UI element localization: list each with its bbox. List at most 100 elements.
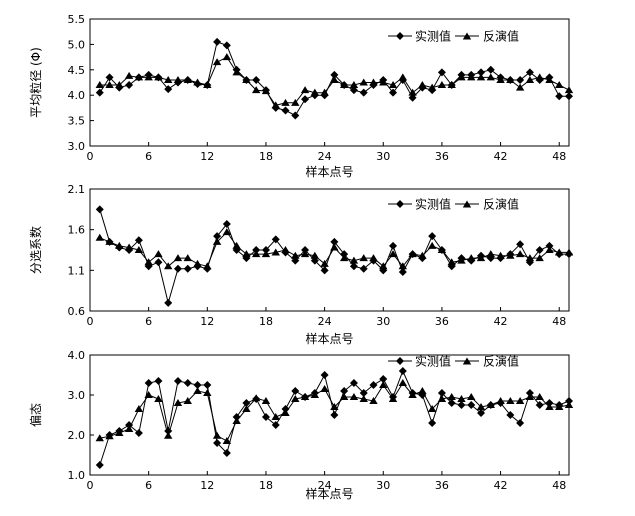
data-point-diamond: [222, 219, 231, 228]
data-point-diamond: [213, 232, 222, 241]
x-tick-label: 18: [259, 315, 273, 328]
data-point-triangle: [193, 78, 202, 86]
data-point-triangle: [506, 251, 515, 259]
data-point-diamond: [281, 106, 290, 115]
y-tick-label: 1.0: [68, 469, 86, 482]
data-point-triangle: [398, 73, 408, 81]
data-point-triangle: [496, 75, 505, 83]
data-point-triangle: [545, 75, 554, 83]
x-tick-label: 48: [552, 479, 566, 492]
data-point-triangle: [134, 246, 144, 253]
data-point-diamond: [359, 88, 368, 97]
data-point-triangle: [310, 88, 320, 96]
data-point-diamond: [535, 246, 544, 254]
data-point-diamond: [349, 86, 358, 95]
data-point-triangle: [261, 397, 271, 404]
data-point-diamond: [222, 41, 231, 50]
legend-label: 反演值: [483, 354, 519, 369]
data-point-triangle: [144, 258, 153, 266]
data-point-triangle: [300, 86, 310, 94]
legend-triangle-marker: [462, 32, 472, 40]
legend: 实测值 反演值: [388, 197, 519, 212]
data-point-triangle: [251, 394, 261, 402]
data-point-triangle: [144, 391, 153, 398]
data-point-triangle: [105, 237, 114, 245]
data-point-triangle: [398, 262, 408, 270]
data-point-diamond: [134, 236, 143, 245]
legend-diamond-marker: [396, 200, 404, 208]
data-point-triangle: [154, 395, 163, 402]
x-tick-label: 30: [376, 479, 390, 492]
data-point-triangle: [212, 237, 222, 245]
data-point-diamond: [134, 429, 143, 437]
data-point-triangle: [349, 81, 359, 89]
data-point-diamond: [516, 419, 525, 427]
data-point-triangle: [183, 254, 192, 262]
data-point-diamond: [379, 375, 388, 383]
data-point-diamond: [173, 264, 182, 273]
data-point-diamond: [291, 111, 300, 120]
data-point-triangle: [300, 250, 310, 258]
data-point-triangle: [388, 81, 398, 89]
x-tick-label: 24: [318, 479, 332, 492]
data-point-diamond: [105, 73, 114, 82]
data-point-triangle: [506, 397, 515, 404]
data-point-diamond: [183, 264, 192, 273]
data-point-triangle: [564, 86, 574, 94]
x-tick-label: 36: [435, 315, 449, 328]
data-point-triangle: [486, 250, 495, 258]
data-point-diamond: [330, 70, 339, 79]
data-point-triangle: [203, 262, 212, 270]
data-point-diamond: [565, 92, 573, 101]
x-tick-label: 0: [87, 479, 94, 492]
x-tick-label: 36: [435, 479, 449, 492]
data-point-triangle: [251, 250, 261, 258]
data-point-triangle: [271, 413, 280, 420]
data-point-triangle: [134, 73, 144, 81]
x-tick-label: 6: [145, 315, 152, 328]
data-point-triangle: [124, 71, 134, 79]
data-point-diamond: [349, 379, 358, 387]
data-point-triangle: [281, 409, 290, 416]
data-point-triangle: [310, 251, 320, 259]
data-point-triangle: [242, 75, 251, 83]
legend-label: 实测值: [415, 29, 451, 44]
data-point-diamond: [252, 75, 261, 84]
data-point-triangle: [232, 241, 241, 249]
data-point-triangle: [545, 246, 554, 253]
data-point-diamond: [477, 409, 486, 417]
series-inverted: [95, 228, 574, 270]
series-inverted: [95, 53, 574, 109]
data-point-triangle: [124, 425, 134, 432]
data-point-diamond: [389, 241, 398, 250]
data-point-triangle: [115, 81, 124, 89]
legend-triangle-marker: [462, 200, 472, 208]
data-point-triangle: [271, 101, 280, 109]
y-tick-label: 3.5: [68, 115, 86, 128]
data-point-triangle: [388, 395, 398, 402]
data-point-triangle: [164, 262, 173, 270]
data-point-triangle: [447, 258, 456, 266]
data-point-triangle: [525, 393, 535, 400]
data-point-triangle: [320, 259, 329, 267]
data-point-triangle: [281, 246, 290, 253]
data-point-diamond: [447, 399, 456, 407]
data-point-triangle: [388, 250, 398, 258]
y-tick-label: 1.6: [68, 224, 86, 237]
data-point-triangle: [486, 73, 495, 81]
data-point-triangle: [467, 393, 476, 400]
data-point-triangle: [476, 73, 486, 81]
data-point-diamond: [95, 88, 104, 97]
data-point-triangle: [525, 254, 535, 262]
data-point-triangle: [212, 431, 222, 439]
data-point-triangle: [555, 403, 564, 410]
data-point-diamond: [340, 250, 349, 259]
y-axis-label: 平均粒径 (Φ): [28, 47, 43, 118]
data-point-triangle: [418, 81, 427, 89]
x-tick-label: 18: [259, 479, 273, 492]
data-point-diamond: [183, 379, 192, 387]
data-point-triangle: [437, 246, 447, 253]
y-tick-label: 4.0: [68, 89, 86, 102]
data-point-triangle: [476, 403, 486, 410]
